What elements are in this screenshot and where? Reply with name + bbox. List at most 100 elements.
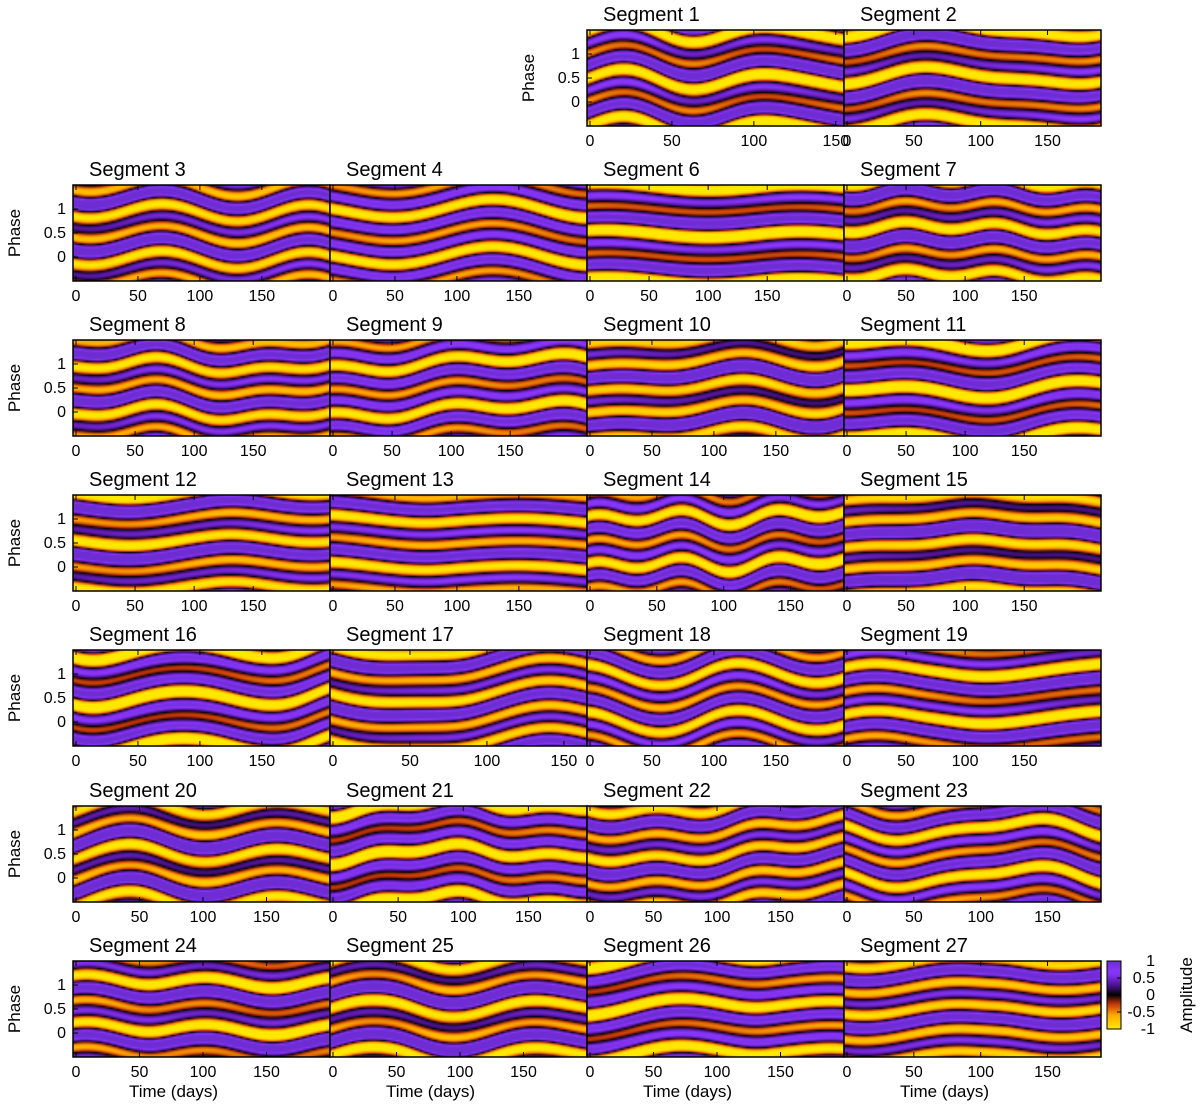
x-tick-label: 150 xyxy=(253,1064,280,1081)
heatmap-image xyxy=(330,495,587,591)
x-tick-label: 0 xyxy=(843,443,852,460)
x-tick-label: 150 xyxy=(1034,1064,1061,1081)
x-tick-label: 0 xyxy=(329,288,338,305)
heatmap-image xyxy=(73,961,330,1057)
panel: Segment 20 0 50 100 150 0 0.5 1 Phase xyxy=(5,780,331,926)
x-tick-label: 150 xyxy=(1011,753,1038,770)
panel-frame xyxy=(843,649,1102,747)
panel: Segment 14 0 50 100 150 xyxy=(586,469,845,615)
panel: Segment 7 0 50 100 150 xyxy=(843,159,1102,305)
x-tick-label: 50 xyxy=(386,598,404,615)
heatmap-image xyxy=(73,340,330,436)
x-tick-label: 50 xyxy=(383,443,401,460)
panel-title: Segment 17 xyxy=(346,624,454,646)
heatmap-image xyxy=(73,495,330,591)
x-tick-label: 100 xyxy=(741,133,768,150)
panel-title: Segment 9 xyxy=(346,314,443,336)
heatmap-image xyxy=(844,961,1101,1057)
x-tick-label: 150 xyxy=(763,753,790,770)
x-tick-label: 150 xyxy=(767,1064,794,1081)
x-tick-label: 50 xyxy=(126,443,144,460)
x-tick-label: 50 xyxy=(640,288,658,305)
panel-title: Segment 7 xyxy=(860,159,957,181)
y-tick-label: 1 xyxy=(57,977,66,994)
x-tick-label: 150 xyxy=(506,598,533,615)
heatmap-image xyxy=(844,340,1101,436)
x-tick-label: 50 xyxy=(389,909,407,926)
x-tick-label: 150 xyxy=(249,288,276,305)
x-tick-label: 0 xyxy=(843,133,852,150)
panel: Segment 11 0 50 100 150 xyxy=(843,314,1102,460)
panel: Segment 25 0 50 100 150 Time (days) xyxy=(329,935,588,1101)
x-tick-label: 100 xyxy=(967,1064,994,1081)
x-tick-label: 50 xyxy=(897,598,915,615)
y-tick-label: 0.5 xyxy=(44,690,66,707)
y-tick-label: 1 xyxy=(57,356,66,373)
heatmap-image xyxy=(587,806,844,902)
panel: Segment 8 0 50 100 150 0 0.5 1 Phase xyxy=(5,314,331,460)
x-tick-label: 100 xyxy=(952,443,979,460)
x-tick-label: 50 xyxy=(386,288,404,305)
y-tick-label: 0.5 xyxy=(558,70,580,87)
x-tick-label: 100 xyxy=(181,598,208,615)
x-tick-label: 50 xyxy=(131,909,149,926)
panel: Segment 16 0 50 100 150 0 0.5 1 Phase xyxy=(5,624,331,770)
y-tick-label: 0.5 xyxy=(44,846,66,863)
x-tick-label: 0 xyxy=(586,443,595,460)
heatmap-image xyxy=(844,185,1101,281)
panel: Segment 18 0 50 100 150 xyxy=(586,624,845,770)
panel: Segment 23 0 50 100 150 xyxy=(843,780,1102,926)
x-tick-label: 100 xyxy=(438,443,465,460)
x-tick-label: 0 xyxy=(72,753,81,770)
x-tick-label: 0 xyxy=(329,909,338,926)
panel-title: Segment 2 xyxy=(860,4,957,26)
x-tick-label: 0 xyxy=(843,598,852,615)
colorbar-tick-label: 1 xyxy=(1146,953,1155,970)
x-tick-label: 50 xyxy=(645,1064,663,1081)
y-tick-label: 0.5 xyxy=(44,225,66,242)
x-tick-label: 150 xyxy=(1034,909,1061,926)
x-tick-label: 150 xyxy=(249,753,276,770)
x-tick-label: 100 xyxy=(704,1064,731,1081)
x-tick-label: 100 xyxy=(444,288,471,305)
panel: Segment 22 0 50 100 150 xyxy=(586,780,845,926)
panel-title: Segment 21 xyxy=(346,780,454,802)
x-tick-label: 150 xyxy=(240,443,267,460)
x-tick-label: 100 xyxy=(701,443,728,460)
y-tick-label: 0 xyxy=(57,249,66,266)
y-tick-label: 1 xyxy=(57,666,66,683)
x-tick-label: 150 xyxy=(767,909,794,926)
panel-title: Segment 6 xyxy=(603,159,700,181)
heatmap-image xyxy=(330,961,587,1057)
x-tick-label: 100 xyxy=(967,133,994,150)
x-tick-label: 150 xyxy=(515,909,542,926)
x-tick-label: 50 xyxy=(663,133,681,150)
x-tick-label: 0 xyxy=(72,909,81,926)
heatmap-image xyxy=(844,495,1101,591)
panel-title: Segment 8 xyxy=(89,314,186,336)
panel: Segment 12 0 50 100 150 0 0.5 1 Phase xyxy=(5,469,331,615)
colorbar-label: Amplitude xyxy=(1177,957,1196,1033)
x-tick-label: 0 xyxy=(72,443,81,460)
x-tick-label: 150 xyxy=(253,909,280,926)
x-tick-label: 50 xyxy=(643,753,661,770)
x-tick-label: 100 xyxy=(695,288,722,305)
x-tick-label: 150 xyxy=(1034,133,1061,150)
x-tick-label: 50 xyxy=(648,598,666,615)
x-tick-label: 0 xyxy=(72,598,81,615)
panel-title: Segment 22 xyxy=(603,780,711,802)
y-axis-label: Phase xyxy=(519,54,538,102)
heatmap-image xyxy=(330,806,587,902)
y-tick-label: 0 xyxy=(57,404,66,421)
y-tick-label: 0 xyxy=(571,94,580,111)
heatmap-image xyxy=(587,30,844,126)
y-tick-label: 0.5 xyxy=(44,380,66,397)
panel: Segment 13 0 50 100 150 xyxy=(329,469,588,615)
x-tick-label: 50 xyxy=(905,909,923,926)
panel-title: Segment 24 xyxy=(89,935,197,957)
heatmap-image xyxy=(844,650,1101,746)
x-tick-label: 0 xyxy=(329,753,338,770)
y-tick-label: 0.5 xyxy=(44,1001,66,1018)
